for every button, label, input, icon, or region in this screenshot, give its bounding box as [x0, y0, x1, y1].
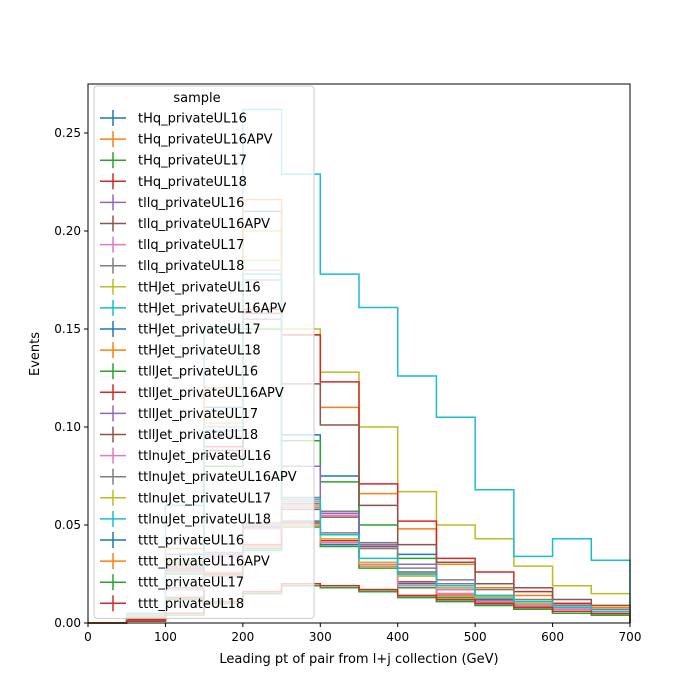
legend-entry: tHq_privateUL18 — [138, 175, 247, 190]
legend-entry: tttt_privateUL17 — [138, 576, 244, 591]
x-tick-label: 200 — [231, 630, 254, 644]
legend-entry: tllq_privateUL17 — [138, 238, 244, 253]
x-tick-label: 400 — [386, 630, 409, 644]
legend: sample tHq_privateUL16 tHq_privateUL16APVt… — [93, 85, 315, 619]
x-tick-label: 500 — [464, 630, 487, 644]
legend-entry: tttt_privateUL16 — [138, 534, 244, 549]
legend-entry: tllq_privateUL16 — [138, 196, 244, 211]
legend-entry: ttllJet_privateUL18 — [138, 428, 258, 443]
x-axis-ticks: 0 100 200 300 400 500 600 700 — [84, 623, 641, 644]
axes-frame — [87, 83, 631, 624]
legend-entry: ttllJet_privateUL16 — [138, 365, 258, 380]
x-axis-label: Leading pt of pair from l+j collection (… — [219, 652, 498, 667]
x-tick-label: 600 — [541, 630, 564, 644]
y-axis-ticks: 0.00 0.05 0.10 0.15 0.20 0.25 — [54, 126, 88, 630]
legend-entry: tllq_privateUL16APV — [138, 217, 270, 232]
legend-entry: ttlnuJet_privateUL18 — [138, 512, 271, 527]
legend-entry: ttlnuJet_privateUL16 — [138, 449, 271, 464]
y-tick-label: 0.05 — [54, 518, 81, 532]
y-tick-label: 0.15 — [54, 322, 81, 336]
y-axis-label: Events — [28, 332, 43, 376]
legend-entry: ttHJet_privateUL16APV — [138, 301, 286, 316]
legend-entry: tHq_privateUL17 — [138, 154, 247, 169]
y-tick-label: 0.20 — [54, 224, 81, 238]
x-tick-label: 100 — [154, 630, 177, 644]
legend-entry: tllq_privateUL18 — [138, 259, 244, 274]
x-tick-label: 700 — [619, 630, 642, 644]
y-tick-label: 0.25 — [54, 126, 81, 140]
legend-entry: ttHJet_privateUL16 — [138, 280, 261, 295]
legend-entry: tttt_privateUL18 — [138, 597, 244, 612]
legend-entry: ttlnuJet_privateUL16APV — [138, 470, 297, 485]
legend-entry: tHq_privateUL16APV — [138, 133, 273, 148]
legend-title: sample — [173, 91, 220, 106]
legend-entry: ttlnuJet_privateUL17 — [138, 491, 271, 506]
y-tick-label: 0.00 — [54, 616, 81, 630]
legend-entry: ttllJet_privateUL17 — [138, 407, 258, 422]
legend-entry: ttllJet_privateUL16APV — [138, 386, 284, 401]
y-tick-label: 0.10 — [54, 420, 81, 434]
legend-entry: tttt_privateUL16APV — [138, 555, 270, 570]
legend-box — [93, 85, 315, 619]
legend-entry: ttHJet_privateUL18 — [138, 344, 261, 359]
x-tick-label: 0 — [84, 630, 92, 644]
x-tick-label: 300 — [309, 630, 332, 644]
legend-entry: tHq_privateUL16 — [138, 112, 247, 127]
legend-entry: ttHJet_privateUL17 — [138, 323, 261, 338]
